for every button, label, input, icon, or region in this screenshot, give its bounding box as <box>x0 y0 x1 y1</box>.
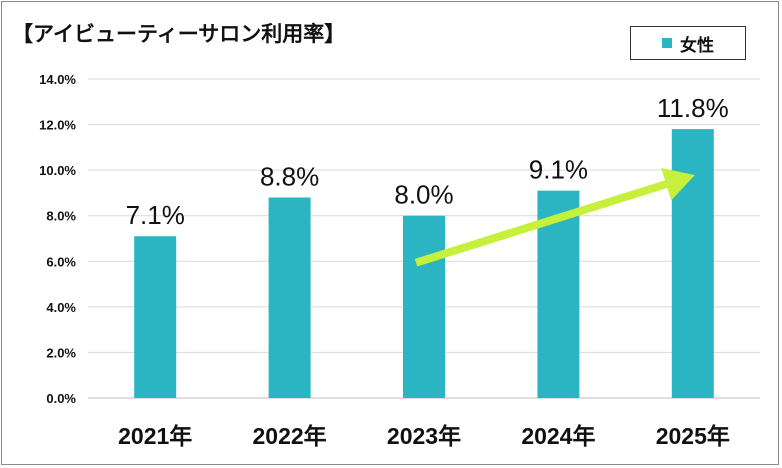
data-label: 9.1% <box>529 155 588 185</box>
y-tick-label: 6.0% <box>46 254 76 269</box>
chart-title: 【アイビューティーサロン利用率】 <box>12 22 346 46</box>
trend-arrow-head <box>661 167 695 201</box>
x-tick-label: 2025年 <box>656 423 730 449</box>
data-label: 7.1% <box>126 200 185 230</box>
bar <box>134 236 177 398</box>
x-tick-label: 2022年 <box>253 423 327 449</box>
grid-layer: 0.0% 2.0% 4.0% 6.0% 8.0% 10.0% 12.0% 14.0% <box>39 72 760 406</box>
bar <box>268 197 311 398</box>
y-tick-label: 14.0% <box>39 72 76 87</box>
y-tick-label: 8.0% <box>46 209 76 224</box>
y-tick-label: 10.0% <box>39 163 76 178</box>
x-tick-label: 2023年 <box>387 423 461 449</box>
data-label: 8.0% <box>394 180 453 210</box>
x-tick-label: 2021年 <box>118 423 192 449</box>
bar <box>403 215 445 398</box>
legend-label: 女性 <box>680 35 714 56</box>
x-tick-label: 2024年 <box>521 423 595 449</box>
data-label: 8.8% <box>260 161 319 191</box>
y-tick-label: 2.0% <box>46 345 76 360</box>
bar-layer <box>134 129 714 398</box>
trend-arrow-layer <box>414 167 695 267</box>
label-layer: 7.1% 2021年 8.8% 2022年 8.0% 2023年 9.1% 2024年 11.8… <box>118 93 730 449</box>
y-tick-label: 12.0% <box>39 118 76 133</box>
legend: 女性 <box>630 26 746 60</box>
y-tick-label: 0.0% <box>46 391 76 406</box>
bar <box>671 129 714 398</box>
data-label: 11.8% <box>657 93 729 123</box>
legend-swatch <box>662 38 672 48</box>
trend-arrow-shaft <box>414 179 670 267</box>
y-tick-label: 4.0% <box>46 300 76 315</box>
